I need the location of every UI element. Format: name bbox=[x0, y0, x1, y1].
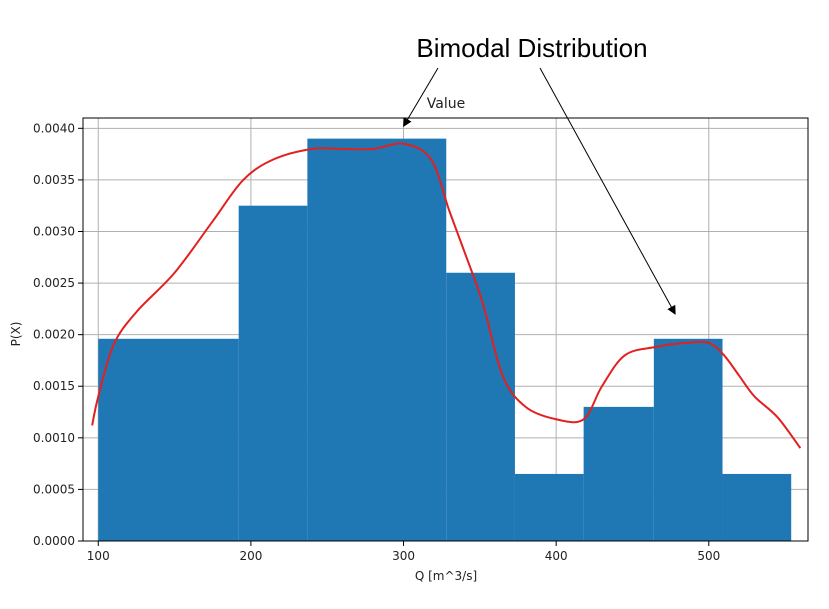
x-tick-label: 500 bbox=[697, 549, 720, 563]
histogram-bar bbox=[98, 338, 239, 541]
y-tick-label: 0.0005 bbox=[33, 482, 75, 496]
x-tick-label: 400 bbox=[545, 549, 568, 563]
annotation-arrow bbox=[539, 67, 676, 315]
histogram-bar bbox=[446, 272, 515, 541]
annotation: Bimodal Distribution bbox=[403, 33, 676, 315]
histogram-bar bbox=[722, 473, 792, 541]
chart-title: Value bbox=[427, 96, 465, 112]
y-tick-label: 0.0020 bbox=[33, 328, 75, 342]
x-tick-label: 200 bbox=[239, 549, 262, 563]
y-tick-label: 0.0035 bbox=[33, 173, 75, 187]
x-tick-label: 100 bbox=[87, 549, 110, 563]
histogram-bar bbox=[583, 406, 654, 541]
density-curve-line bbox=[91, 142, 802, 449]
histogram-bar bbox=[307, 138, 447, 541]
y-tick-label: 0.0015 bbox=[33, 379, 75, 393]
y-tick-label: 0.0025 bbox=[33, 276, 75, 290]
histogram-bars bbox=[98, 138, 792, 541]
density-curve bbox=[91, 142, 802, 449]
y-axis-label: P(X) bbox=[9, 322, 23, 347]
y-tick-label: 0.0010 bbox=[33, 431, 75, 445]
y-tick-label: 0.0000 bbox=[33, 534, 75, 548]
y-tick-label: 0.0040 bbox=[33, 121, 75, 135]
x-tick-label: 300 bbox=[392, 549, 415, 563]
histogram-bar bbox=[514, 473, 584, 541]
plot-area-frame bbox=[82, 117, 809, 542]
x-axis-label: Q [m^3/s] bbox=[415, 569, 477, 583]
y-tick-label: 0.0030 bbox=[33, 224, 75, 238]
axis-ticks: 100 200 300 400 500 0.0000 0.0005 0.0010 0.0015 0… bbox=[33, 121, 720, 563]
histogram-bar bbox=[238, 205, 308, 541]
annotation-arrow bbox=[403, 67, 439, 128]
histogram-bar bbox=[653, 338, 723, 541]
annotation-text: Bimodal Distribution bbox=[416, 33, 647, 63]
